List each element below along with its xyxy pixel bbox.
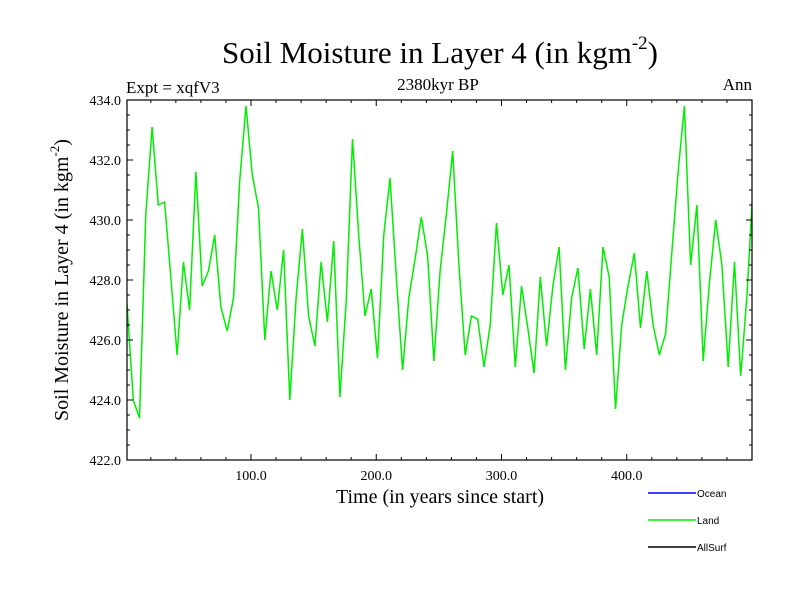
x-tick-label: 400.0 bbox=[611, 469, 643, 484]
legend-label-land: Land bbox=[697, 516, 719, 527]
y-axis-label-suffix: ) bbox=[51, 139, 73, 146]
x-tick-label: 100.0 bbox=[235, 469, 267, 484]
experiment-label: Expt = xqfV3 bbox=[126, 78, 220, 97]
y-axis: 422.0 424.0 426.0 428.0 430.0 432.0 434.0 bbox=[90, 94, 752, 469]
series-line-land bbox=[127, 105, 752, 419]
y-tick-label: 422.0 bbox=[90, 454, 122, 469]
y-tick-label: 428.0 bbox=[90, 274, 122, 289]
y-axis-label: Soil Moisture in Layer 4 (in kgm-2) bbox=[47, 139, 73, 421]
y-tick-label: 424.0 bbox=[90, 394, 122, 409]
chart-title-suffix: ) bbox=[648, 35, 658, 70]
legend-label-allsurf: AllSurf bbox=[697, 543, 727, 554]
legend-label-ocean: Ocean bbox=[697, 489, 726, 500]
y-tick-label: 430.0 bbox=[90, 214, 122, 229]
x-tick-label: 200.0 bbox=[360, 469, 392, 484]
y-axis-label-superscript: -2 bbox=[47, 146, 62, 157]
x-axis: 100.0 200.0 300.0 400.0 bbox=[150, 100, 728, 484]
legend: Ocean Land AllSurf bbox=[648, 489, 727, 554]
chart-title: Soil Moisture in Layer 4 (in kgm-2) bbox=[222, 33, 658, 70]
y-tick-label: 434.0 bbox=[90, 94, 122, 109]
chart-subtitle: 2380kyr BP bbox=[397, 75, 479, 94]
x-tick-label: 300.0 bbox=[486, 469, 518, 484]
chart-title-superscript: -2 bbox=[632, 33, 648, 54]
y-tick-label: 426.0 bbox=[90, 334, 122, 349]
y-tick-label: 432.0 bbox=[90, 154, 122, 169]
season-label: Ann bbox=[723, 75, 753, 94]
x-axis-label: Time (in years since start) bbox=[336, 486, 544, 508]
